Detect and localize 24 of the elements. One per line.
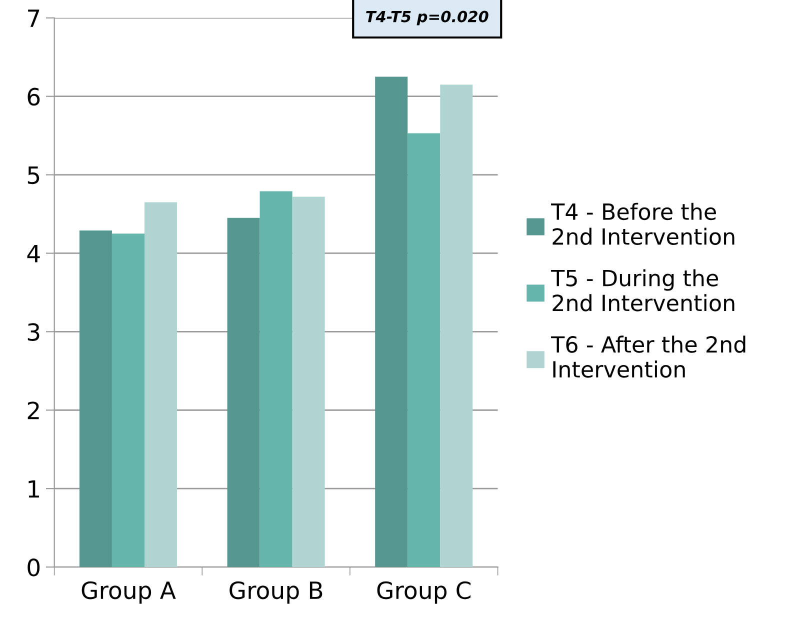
legend-label: T4 - Before the 2nd Intervention xyxy=(551,202,734,245)
bar xyxy=(112,234,144,568)
bar xyxy=(144,202,178,568)
y-tick-label: 0 xyxy=(28,558,40,576)
y-tick-label: 2 xyxy=(28,402,39,420)
y-tick-label: 1 xyxy=(28,480,39,498)
y-tick-label: 6 xyxy=(28,88,40,106)
x-tick-label: Group A xyxy=(82,581,176,604)
bar xyxy=(292,196,325,568)
bar xyxy=(79,230,112,568)
y-tick-label: 3 xyxy=(28,323,40,341)
x-tick-label: Group B xyxy=(230,581,322,604)
annotation: T4-T5 p=0.020 xyxy=(366,10,488,26)
bar xyxy=(440,84,473,568)
x-tick-label: Group C xyxy=(377,581,471,604)
bar xyxy=(375,76,408,568)
bar xyxy=(260,191,292,568)
y-tick-label: 4 xyxy=(27,244,40,262)
bar xyxy=(408,133,440,568)
y-tick-label: 5 xyxy=(28,166,40,184)
bar xyxy=(227,218,260,568)
legend-label: T6 - After the 2nd Intervention xyxy=(551,336,746,378)
y-tick-label: 7 xyxy=(28,10,40,27)
legend-label: T5 - During the 2nd Intervention xyxy=(551,269,734,312)
